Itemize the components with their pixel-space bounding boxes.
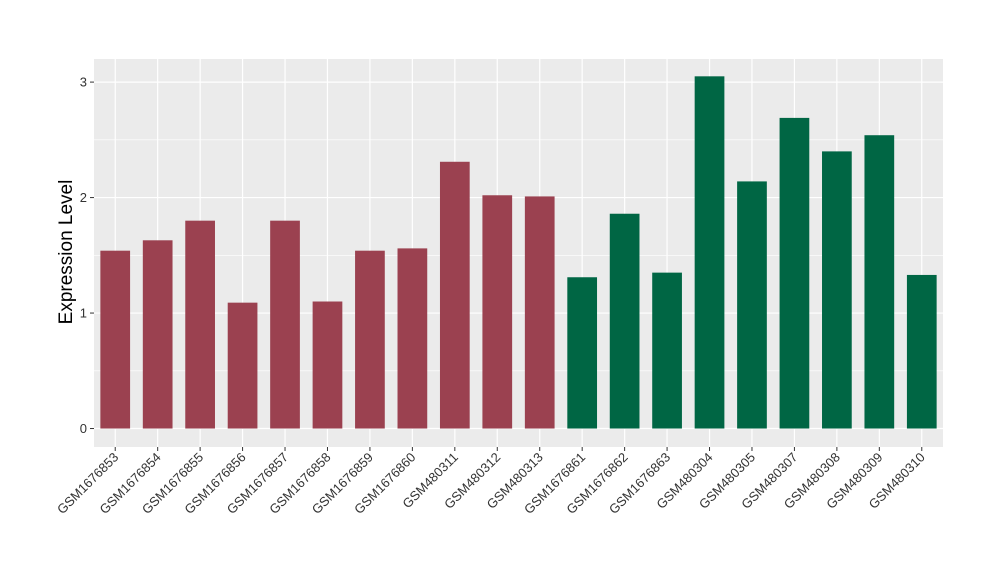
bar-GSM1676858: [312, 301, 343, 429]
bar-GSM1676853: [100, 250, 131, 429]
bar-GSM1676855: [185, 220, 215, 429]
bar-GSM480310: [906, 274, 937, 429]
bar-GSM1676859: [355, 250, 385, 429]
bar-GSM480304: [694, 76, 725, 429]
y-axis-title: Expression Level: [56, 180, 77, 325]
bar-GSM480308: [822, 151, 852, 429]
bar-GSM1676861: [567, 277, 598, 429]
bar-GSM480312: [482, 195, 513, 429]
bar-GSM480311: [439, 161, 470, 429]
bar-GSM1676854: [142, 240, 173, 429]
y-tick-label: 1: [80, 306, 87, 321]
bar-GSM1676863: [652, 272, 682, 429]
bar-GSM1676862: [609, 213, 640, 429]
y-tick-label: 2: [80, 190, 87, 205]
plot-panel: [94, 59, 943, 447]
bar-GSM480309: [864, 135, 895, 429]
x-axis: GSM1676853GSM1676854GSM1676855GSM1676856…: [54, 447, 928, 517]
bar-GSM1676860: [397, 248, 428, 429]
y-tick-label: 0: [80, 421, 87, 436]
bar-GSM1676856: [227, 302, 258, 429]
bar-GSM480313: [524, 196, 555, 429]
bars: [100, 76, 937, 429]
y-axis: 0 1 2 3: [80, 75, 94, 436]
bar-GSM1676857: [270, 220, 300, 429]
bar-GSM480305: [737, 181, 767, 429]
bar-GSM480307: [779, 117, 810, 429]
y-tick-label: 3: [80, 75, 87, 90]
